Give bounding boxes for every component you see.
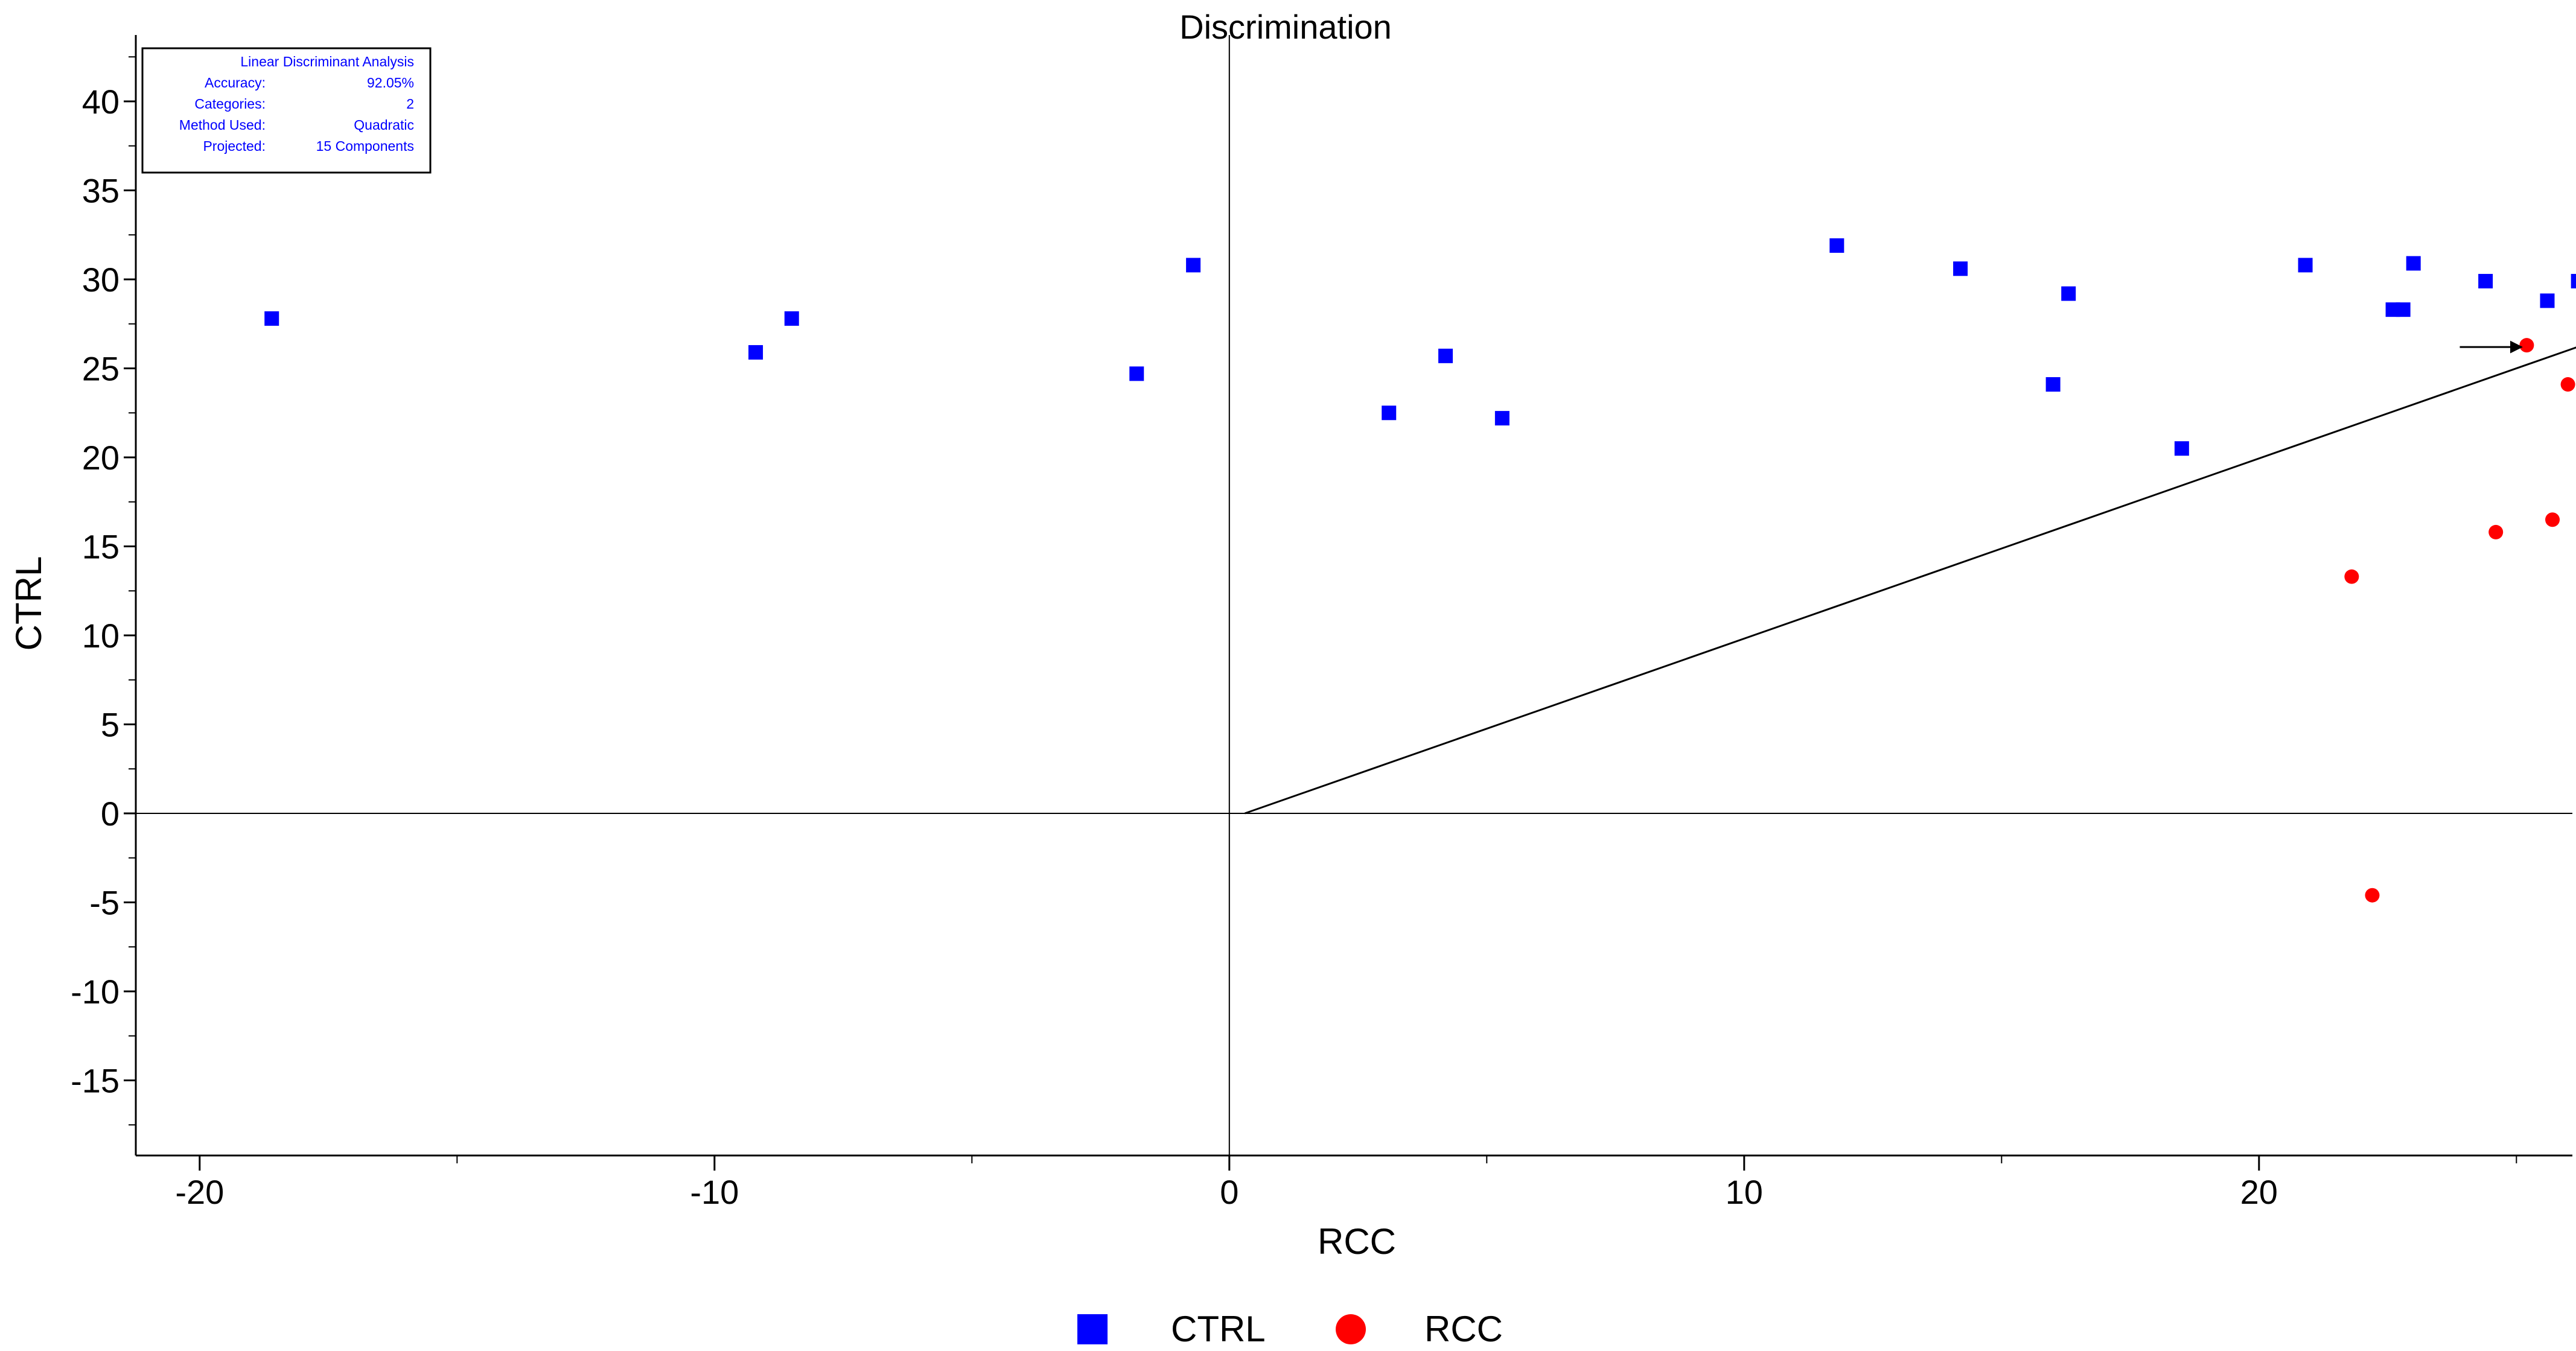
x-tick-label: 20: [2240, 1173, 2278, 1211]
legend-rcc-label: RCC: [1424, 1309, 1503, 1349]
legend-rcc-marker: [1336, 1314, 1366, 1344]
rcc-point: [2365, 888, 2379, 903]
ctrl-point: [1186, 258, 1200, 272]
ctrl-point: [785, 311, 799, 326]
chart-title: Discrimination: [1179, 8, 1392, 46]
y-tick-label: -15: [71, 1062, 120, 1100]
y-axis-ticks: 40 35 30 25 20 15 10 5 0 -5 -10 -15: [71, 57, 136, 1125]
y-tick-label: 10: [82, 617, 120, 655]
x-axis-label: RCC: [1318, 1221, 1396, 1262]
discrimination-chart: Discrimination -40-30-20-1001020304050 4…: [0, 0, 2576, 1351]
ctrl-point: [1129, 366, 1144, 381]
info-box: Linear Discriminant Analysis Accuracy: 9…: [142, 48, 430, 173]
info-label-method: Method Used:: [179, 117, 266, 133]
rcc-point: [2545, 512, 2560, 527]
rcc-point: [2488, 525, 2503, 539]
info-value-method: Quadratic: [354, 117, 414, 133]
info-label-categories: Categories:: [194, 96, 266, 112]
y-tick-label: 5: [101, 706, 120, 744]
x-tick-label: -20: [175, 1173, 224, 1211]
ctrl-point: [2396, 302, 2411, 317]
y-tick-label: 35: [82, 172, 120, 210]
legend-ctrl-label: CTRL: [1171, 1309, 1266, 1349]
y-tick-label: 40: [82, 83, 120, 121]
rcc-point: [2519, 338, 2534, 352]
y-tick-label: 15: [82, 528, 120, 566]
ctrl-point: [1829, 238, 1844, 253]
y-tick-label: 20: [82, 439, 120, 477]
ctrl-point: [2175, 441, 2189, 456]
y-tick-label: -5: [89, 884, 120, 922]
ctrl-point: [1438, 349, 1453, 363]
legend: CTRL RCC: [1077, 1309, 1503, 1349]
info-value-categories: 2: [406, 96, 414, 112]
ctrl-point: [2540, 293, 2554, 308]
ctrl-point: [2061, 287, 2076, 301]
x-tick-label: -10: [690, 1173, 739, 1211]
ctrl-point: [2478, 274, 2493, 288]
ctrl-point: [2046, 377, 2061, 392]
ctrl-point: [1495, 411, 1510, 425]
y-tick-label: 0: [101, 795, 120, 833]
ctrl-point: [748, 345, 763, 360]
info-value-accuracy: 92.05%: [367, 75, 414, 91]
ctrl-point: [2298, 258, 2313, 272]
ctrl-point: [264, 311, 279, 326]
ctrl-point: [1953, 261, 1968, 276]
y-axis-label: CTRL: [8, 556, 49, 651]
plot-area: [0, 35, 2576, 1156]
x-tick-label: 10: [1726, 1173, 1763, 1211]
x-axis-ticks: -40-30-20-1001020304050: [0, 1156, 2576, 1211]
info-box-title: Linear Discriminant Analysis: [240, 54, 414, 69]
info-label-projected: Projected:: [203, 138, 266, 154]
ctrl-point: [1382, 405, 1396, 420]
info-label-accuracy: Accuracy:: [205, 75, 266, 91]
rcc-point: [2344, 570, 2359, 584]
x-tick-label: 0: [1220, 1173, 1239, 1211]
y-tick-label: 30: [82, 261, 120, 299]
y-tick-label: -10: [71, 973, 120, 1011]
ctrl-point: [2406, 256, 2421, 270]
ctrl-point: [2571, 274, 2576, 288]
legend-ctrl-marker: [1077, 1314, 1108, 1344]
rcc-point: [2561, 377, 2575, 392]
y-tick-label: 25: [82, 350, 120, 388]
info-value-projected: 15 Components: [316, 138, 414, 154]
discriminant-line: [1245, 75, 2576, 813]
